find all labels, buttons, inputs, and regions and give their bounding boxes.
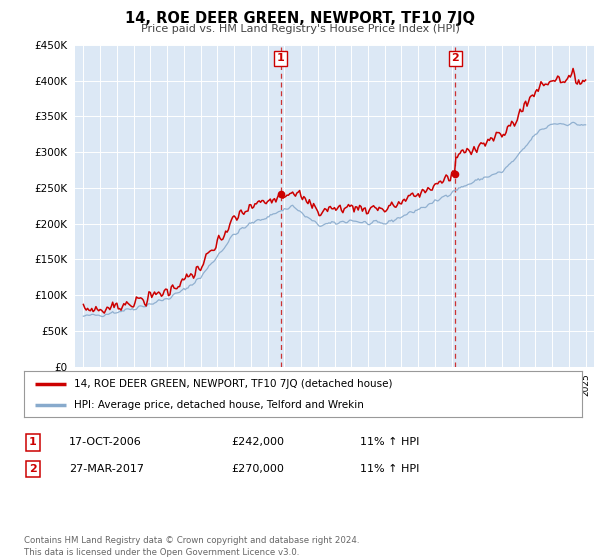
Text: 1: 1 <box>277 53 284 63</box>
Text: 11% ↑ HPI: 11% ↑ HPI <box>360 437 419 447</box>
Text: HPI: Average price, detached house, Telford and Wrekin: HPI: Average price, detached house, Telf… <box>74 400 364 410</box>
Text: 11% ↑ HPI: 11% ↑ HPI <box>360 464 419 474</box>
Text: 2: 2 <box>29 464 37 474</box>
Text: £242,000: £242,000 <box>231 437 284 447</box>
Text: Contains HM Land Registry data © Crown copyright and database right 2024.
This d: Contains HM Land Registry data © Crown c… <box>24 536 359 557</box>
Text: 2: 2 <box>451 53 459 63</box>
Text: £270,000: £270,000 <box>231 464 284 474</box>
Text: 27-MAR-2017: 27-MAR-2017 <box>69 464 144 474</box>
Text: 17-OCT-2006: 17-OCT-2006 <box>69 437 142 447</box>
Text: 14, ROE DEER GREEN, NEWPORT, TF10 7JQ: 14, ROE DEER GREEN, NEWPORT, TF10 7JQ <box>125 11 475 26</box>
Text: 1: 1 <box>29 437 37 447</box>
Text: Price paid vs. HM Land Registry's House Price Index (HPI): Price paid vs. HM Land Registry's House … <box>140 24 460 34</box>
Text: 14, ROE DEER GREEN, NEWPORT, TF10 7JQ (detached house): 14, ROE DEER GREEN, NEWPORT, TF10 7JQ (d… <box>74 379 393 389</box>
